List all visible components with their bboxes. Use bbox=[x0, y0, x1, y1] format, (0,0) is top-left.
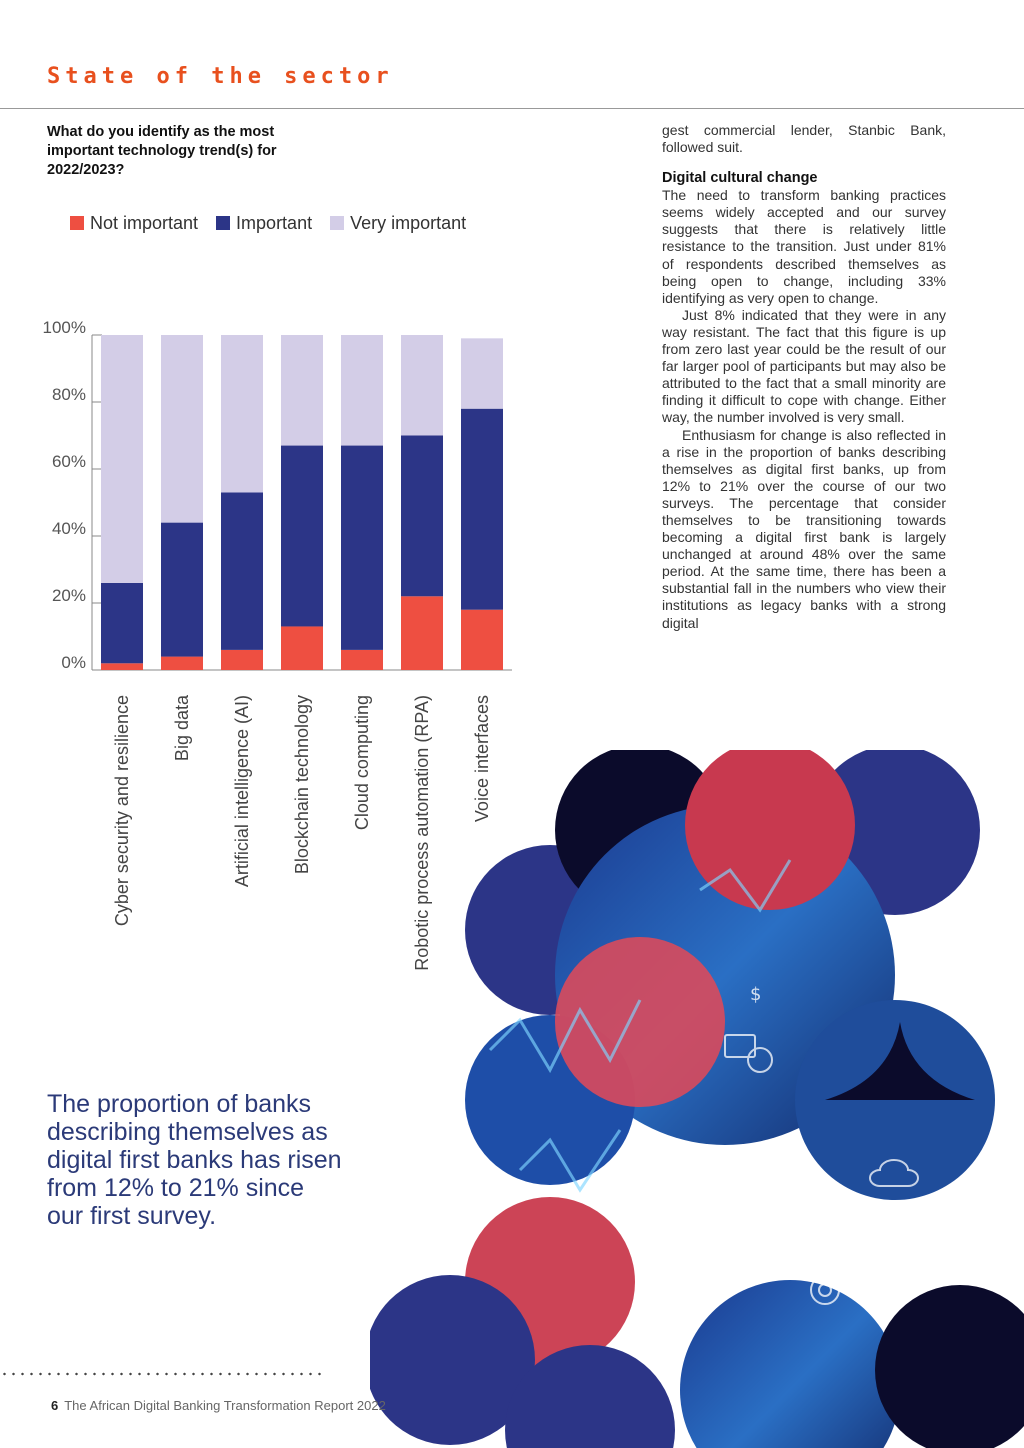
bar-segment-important bbox=[221, 492, 263, 650]
stacked-bar-chart: 0% 20% 40% 60% 80% 100% Cyber security and res… bbox=[43, 318, 512, 971]
legend-item: Very important bbox=[330, 213, 466, 234]
navy-circle bbox=[505, 1345, 675, 1448]
navy-circle bbox=[370, 1275, 535, 1445]
bar-segment-important bbox=[341, 445, 383, 650]
bar-segment-important bbox=[401, 435, 443, 597]
bar-segment-not-important bbox=[221, 649, 263, 670]
publication-title: The African Digital Banking Transformati… bbox=[64, 1398, 386, 1413]
x-category-label: Voice interfaces bbox=[472, 695, 492, 822]
bar-segment-not-important bbox=[341, 649, 383, 670]
bar-segment-not-important bbox=[281, 626, 323, 670]
legend-item: Important bbox=[216, 213, 312, 234]
cloud-icon bbox=[869, 1159, 919, 1187]
y-tick-label: 20% bbox=[52, 586, 86, 605]
chart-question: What do you identify as the most importa… bbox=[47, 124, 277, 178]
pull-quote: The proportion of banks describing thems… bbox=[47, 1090, 342, 1230]
legend-item: Not important bbox=[70, 213, 198, 234]
x-category-label: Robotic process automation (RPA) bbox=[412, 695, 432, 971]
article-paragraph: The need to transform banking practices … bbox=[662, 187, 946, 306]
article-heading: Digital cultural change bbox=[662, 170, 818, 187]
x-category-label: Cyber security and resilience bbox=[112, 695, 132, 926]
bar-segment-important bbox=[281, 445, 323, 627]
bar-segment-very-important bbox=[281, 335, 323, 446]
y-tick-label: 100% bbox=[43, 318, 86, 337]
bar-segment-very-important bbox=[461, 338, 503, 409]
legend-label: Not important bbox=[90, 212, 199, 233]
header-divider bbox=[0, 108, 1024, 109]
bar-segment-not-important bbox=[401, 596, 443, 670]
page-footer: 6 The African Digital Banking Transformat… bbox=[51, 1398, 386, 1413]
legend-swatch bbox=[70, 216, 84, 230]
red-circle bbox=[555, 937, 725, 1107]
dollar-icon: $ bbox=[800, 1154, 811, 1175]
bar-segment-important bbox=[161, 522, 203, 657]
dark-cusp bbox=[825, 1022, 975, 1100]
y-tick-label: 60% bbox=[52, 452, 86, 471]
x-category-label: Artificial intelligence (AI) bbox=[232, 695, 252, 887]
page-number: 6 bbox=[51, 1398, 59, 1413]
article-paragraph: Enthusiasm for change is also reflected … bbox=[662, 426, 946, 631]
bar-segment-very-important bbox=[221, 335, 263, 493]
dollar-icon: $ bbox=[750, 984, 761, 1005]
bar-segment-very-important bbox=[401, 335, 443, 436]
bar-segment-not-important bbox=[461, 609, 503, 670]
coin-icon bbox=[747, 1047, 773, 1073]
bar-segment-important bbox=[461, 408, 503, 610]
bar-segment-very-important bbox=[341, 335, 383, 446]
x-category-label: Cloud computing bbox=[352, 695, 372, 830]
article-paragraph: gest commercial lender, Stanbic Bank, fo… bbox=[662, 122, 946, 156]
legend-label: Important bbox=[236, 212, 313, 233]
monitor-icon bbox=[724, 1034, 756, 1058]
dollar-icon: $ bbox=[970, 989, 981, 1010]
y-tick-label: 0% bbox=[61, 653, 86, 672]
bar-segment-not-important bbox=[101, 663, 143, 670]
legend-label: Very important bbox=[350, 212, 467, 233]
bar-segment-important bbox=[101, 582, 143, 664]
chart-legend: Not important Important Very important bbox=[70, 212, 484, 234]
bar-segment-very-important bbox=[161, 335, 203, 523]
section-title: State of the sector bbox=[47, 64, 394, 89]
decorative-circles-artwork: $ $ $ bbox=[370, 750, 1024, 1448]
article-column: gest commercial lender, Stanbic Bank, fo… bbox=[662, 122, 946, 632]
legend-swatch bbox=[216, 216, 231, 230]
chart-lines-icon bbox=[488, 859, 792, 1193]
bar-segment-very-important bbox=[101, 335, 143, 583]
x-category-label: Big data bbox=[172, 694, 192, 761]
x-category-label: Blockchain technology bbox=[292, 695, 312, 874]
tech-circle bbox=[680, 1280, 900, 1448]
article-paragraph: Just 8% indicated that they were in any … bbox=[662, 306, 946, 426]
y-tick-label: 40% bbox=[52, 519, 86, 538]
dotted-divider bbox=[0, 1372, 322, 1376]
dark-circle bbox=[875, 1285, 1024, 1448]
bar-segment-not-important bbox=[161, 656, 203, 670]
y-tick-label: 80% bbox=[52, 385, 86, 404]
target-icon bbox=[818, 1283, 832, 1297]
legend-swatch bbox=[330, 216, 345, 230]
target-icon bbox=[810, 1275, 840, 1305]
